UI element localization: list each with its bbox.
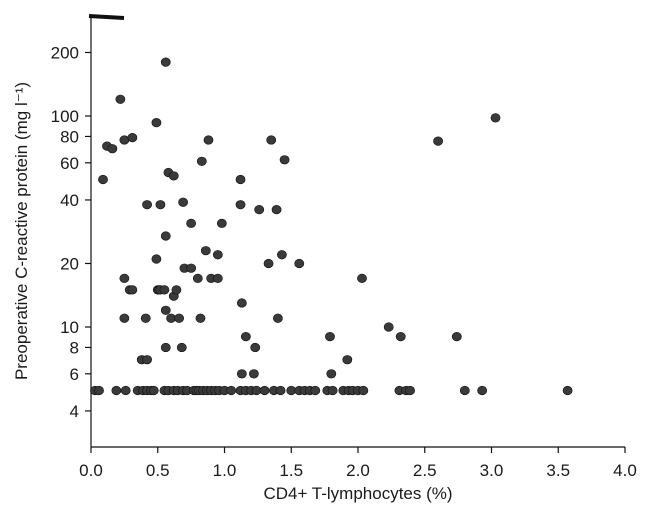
data-point <box>325 332 335 342</box>
data-point <box>119 273 130 283</box>
data-point <box>151 254 162 264</box>
data-point <box>433 136 443 146</box>
data-point <box>174 313 185 323</box>
data-point <box>195 313 206 323</box>
data-point <box>562 385 573 396</box>
y-tick-label: 6 <box>70 365 79 384</box>
x-tick-label: 1.5 <box>279 461 303 480</box>
data-point <box>94 385 104 396</box>
data-point <box>203 135 214 145</box>
x-tick-label: 1.0 <box>213 461 237 480</box>
data-point <box>235 174 246 185</box>
data-point <box>142 200 152 210</box>
data-point <box>254 205 265 215</box>
data-point <box>277 250 287 260</box>
x-tick-label: 3.5 <box>546 461 570 480</box>
data-point <box>342 355 353 365</box>
data-point <box>240 332 251 342</box>
data-point <box>98 174 108 185</box>
data-point <box>271 205 282 215</box>
data-point <box>142 355 152 365</box>
data-point <box>275 385 286 396</box>
y-tick-label: 8 <box>70 338 79 357</box>
data-point <box>236 369 247 379</box>
y-tick-label: 40 <box>60 191 79 210</box>
data-point <box>140 313 151 323</box>
data-point <box>186 263 197 273</box>
x-tick-label: 4.0 <box>613 461 637 480</box>
data-point <box>196 156 207 166</box>
x-tick-label: 2.0 <box>346 461 370 480</box>
data-point <box>358 385 369 396</box>
y-tick-label: 10 <box>60 318 79 337</box>
data-point <box>192 273 203 283</box>
data-point <box>212 250 223 260</box>
data-point <box>383 322 394 332</box>
data-point <box>171 285 182 295</box>
x-tick-label: 2.5 <box>413 461 437 480</box>
y-axis-break-mark <box>88 14 125 20</box>
data-point <box>160 342 171 353</box>
data-point <box>250 342 261 353</box>
data-point <box>310 385 321 396</box>
data-point <box>160 231 171 241</box>
data-point <box>160 305 171 315</box>
data-point <box>395 332 406 342</box>
data-point <box>200 246 211 256</box>
data-point <box>176 342 187 353</box>
data-point <box>159 285 170 295</box>
data-point <box>151 118 162 128</box>
data-point <box>259 385 270 396</box>
data-point <box>107 144 118 154</box>
data-point <box>326 369 337 379</box>
data-point <box>111 385 122 396</box>
data-point <box>148 385 159 396</box>
data-point <box>327 385 338 396</box>
y-tick-label: 60 <box>60 154 79 173</box>
data-point <box>115 94 126 104</box>
data-point <box>459 385 470 396</box>
data-point <box>236 298 247 308</box>
x-tick-label: 0.0 <box>79 461 103 480</box>
data-point <box>168 171 179 181</box>
x-axis-title: CD4+ T-lymphocytes (%) <box>263 484 452 503</box>
data-point <box>294 258 305 269</box>
data-point <box>451 332 462 342</box>
data-point <box>120 385 131 396</box>
data-point <box>235 200 246 210</box>
x-axis-ticks: 0.0 0.5 1.0 1.5 2.0 2.5 3.0 3.5 4.0 <box>79 447 637 480</box>
data-point <box>119 313 130 323</box>
data-point <box>127 285 138 295</box>
data-point <box>248 369 259 379</box>
y-axis-title: Preoperative C-reactive protein (mg l⁻¹) <box>12 82 31 380</box>
data-point <box>160 57 171 67</box>
data-point <box>357 273 367 283</box>
y-tick-label: 80 <box>60 127 79 146</box>
x-tick-label: 3.0 <box>480 461 504 480</box>
data-point <box>155 200 166 210</box>
data-point <box>186 218 197 228</box>
data-point <box>490 113 501 123</box>
data-points <box>90 57 573 396</box>
data-point <box>216 218 227 228</box>
data-point <box>266 135 277 145</box>
data-point <box>178 197 189 207</box>
y-tick-label: 200 <box>51 43 79 62</box>
data-point <box>263 258 274 269</box>
data-point <box>226 385 237 396</box>
data-point <box>212 273 223 283</box>
data-point <box>127 133 138 143</box>
data-point <box>272 313 283 323</box>
data-point <box>279 155 290 165</box>
y-tick-label: 20 <box>60 254 79 273</box>
y-tick-label: 100 <box>51 107 79 126</box>
x-tick-label: 0.5 <box>146 461 170 480</box>
data-point <box>405 385 415 396</box>
data-point <box>477 385 488 396</box>
y-tick-label: 4 <box>70 402 79 421</box>
